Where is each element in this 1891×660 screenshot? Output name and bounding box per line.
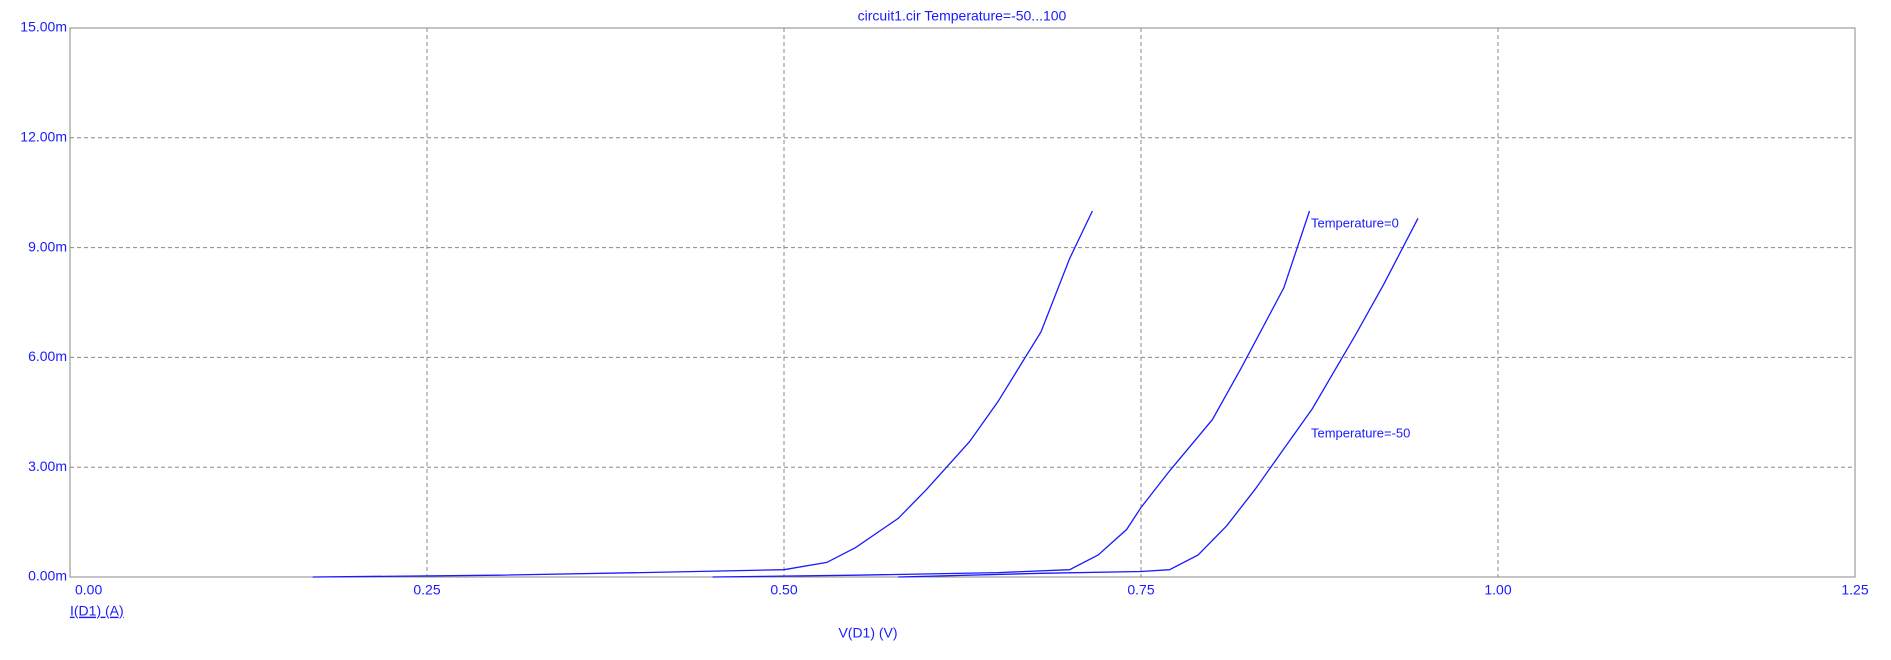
y-tick-label: 6.00m	[28, 348, 67, 364]
y-tick-label: 0.00m	[28, 568, 67, 584]
y-tick-label: 15.00m	[20, 19, 67, 35]
chart-title: circuit1.cir Temperature=-50...100	[858, 8, 1067, 24]
y-axis-label[interactable]: I(D1) (A)	[70, 603, 124, 619]
y-tick-label: 12.00m	[20, 129, 67, 145]
curve-label: Temperature=0	[1311, 215, 1399, 230]
x-tick-label: 1.25	[1841, 582, 1868, 598]
y-tick-label: 3.00m	[28, 458, 67, 474]
x-tick-label: 0.00	[75, 582, 102, 598]
curve	[312, 210, 1093, 578]
curve	[898, 218, 1419, 578]
x-tick-label: 0.50	[770, 582, 797, 598]
x-tick-label: 1.00	[1484, 582, 1511, 598]
plot-frame	[69, 27, 1856, 578]
y-tick-label: 9.00m	[28, 238, 67, 254]
curve	[712, 210, 1311, 578]
x-tick-label: 0.25	[413, 582, 440, 598]
x-tick-label: 0.75	[1127, 582, 1154, 598]
curve-label: Temperature=-50	[1311, 425, 1410, 440]
x-axis-label: V(D1) (V)	[838, 625, 897, 641]
